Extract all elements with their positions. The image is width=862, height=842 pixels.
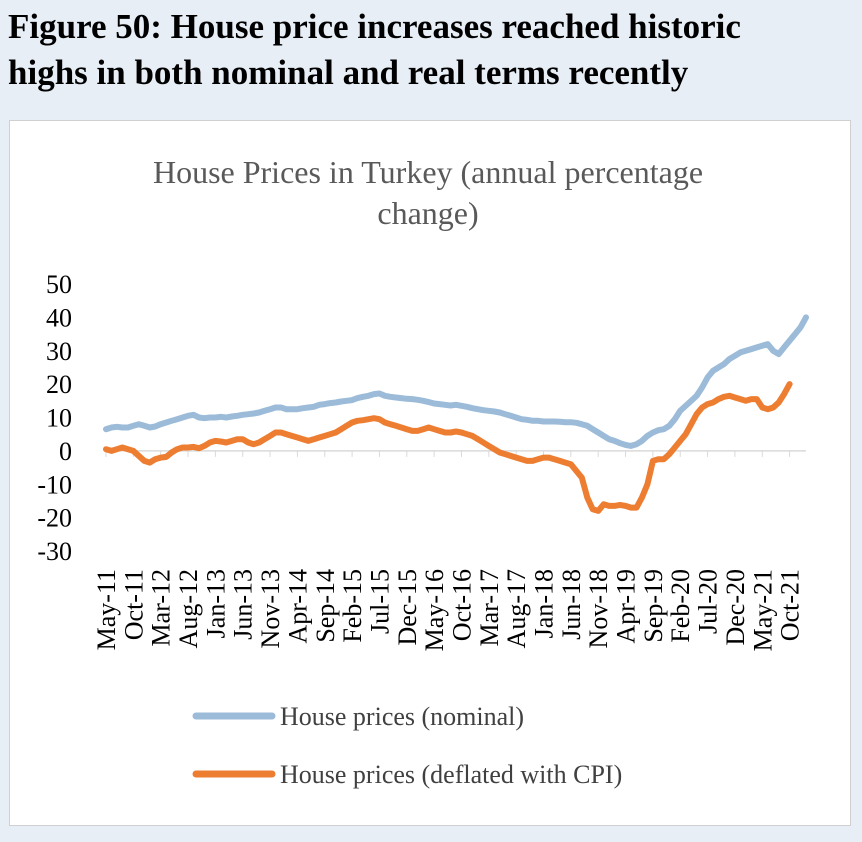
chart-container: House Prices in Turkey (annual percentag… xyxy=(9,120,851,826)
y-tick-label: 20 xyxy=(46,370,72,399)
figure-title-line-2: highs in both nominal and real terms rec… xyxy=(8,53,689,92)
x-tick-label: Jan-18 xyxy=(530,569,559,638)
y-tick-label: 50 xyxy=(46,270,72,299)
y-tick-label: 30 xyxy=(46,337,72,366)
legend-label-real: House prices (deflated with CPI) xyxy=(280,760,622,789)
y-tick-label: -20 xyxy=(37,504,72,533)
x-tick-label: Mar-12 xyxy=(147,569,176,646)
figure-title-line-1: Figure 50: House price increases reached… xyxy=(8,7,741,46)
series-line-nominal xyxy=(103,314,809,449)
legend: House prices (nominal) House prices (def… xyxy=(192,702,622,789)
chart-title-line-1: House Prices in Turkey (annual percentag… xyxy=(153,154,703,190)
figure-title: Figure 50: House price increases reached… xyxy=(8,4,854,96)
x-tick-label: Jul-15 xyxy=(365,569,394,634)
x-tick-label: Nov-18 xyxy=(584,569,613,648)
x-tick-label: Jul-20 xyxy=(694,569,723,634)
y-tick-label: 10 xyxy=(46,404,72,433)
x-tick-label: Dec-15 xyxy=(393,569,422,646)
x-tick-label: Apr-19 xyxy=(612,569,641,644)
x-tick-label: Sep-19 xyxy=(639,569,668,643)
y-tick-label: 40 xyxy=(46,303,72,332)
x-tick-label: Mar-17 xyxy=(475,569,504,646)
chart-title-line-2: change) xyxy=(377,195,478,231)
x-tick-label: Aug-17 xyxy=(502,569,531,648)
x-tick-label: Apr-14 xyxy=(283,569,312,644)
x-tick-label: Jan-13 xyxy=(201,569,230,638)
x-tick-label: Jun-13 xyxy=(229,569,258,640)
x-tick-label: Sep-14 xyxy=(311,569,340,643)
y-tick-label: -30 xyxy=(37,537,72,566)
x-tick-label: May-11 xyxy=(92,569,121,650)
series-line-real xyxy=(103,381,793,514)
y-axis: 50 40 30 20 10 0 -10 -20 -30 xyxy=(37,270,72,566)
x-tick-label: Dec-20 xyxy=(721,569,750,646)
series-lines xyxy=(103,314,809,514)
x-tick-label: Nov-13 xyxy=(256,569,285,648)
x-axis: May-11Oct-11Mar-12Aug-12Jan-13Jun-13Nov-… xyxy=(92,450,805,651)
x-tick-label: May-21 xyxy=(748,569,777,651)
x-tick-label: Oct-16 xyxy=(447,569,476,641)
x-tick-label: Aug-12 xyxy=(174,569,203,648)
y-tick-label: -10 xyxy=(37,470,72,499)
legend-label-nominal: House prices (nominal) xyxy=(280,702,524,731)
x-tick-label: May-16 xyxy=(420,569,449,651)
y-tick-label: 0 xyxy=(59,437,72,466)
x-tick-label: Oct-11 xyxy=(119,569,148,640)
x-tick-label: Jun-18 xyxy=(557,569,586,640)
x-tick-label: Feb-15 xyxy=(338,569,367,643)
x-tick-label: Oct-21 xyxy=(776,569,805,641)
line-chart: House Prices in Turkey (annual percentag… xyxy=(37,154,809,789)
x-tick-label: Feb-20 xyxy=(666,569,695,643)
